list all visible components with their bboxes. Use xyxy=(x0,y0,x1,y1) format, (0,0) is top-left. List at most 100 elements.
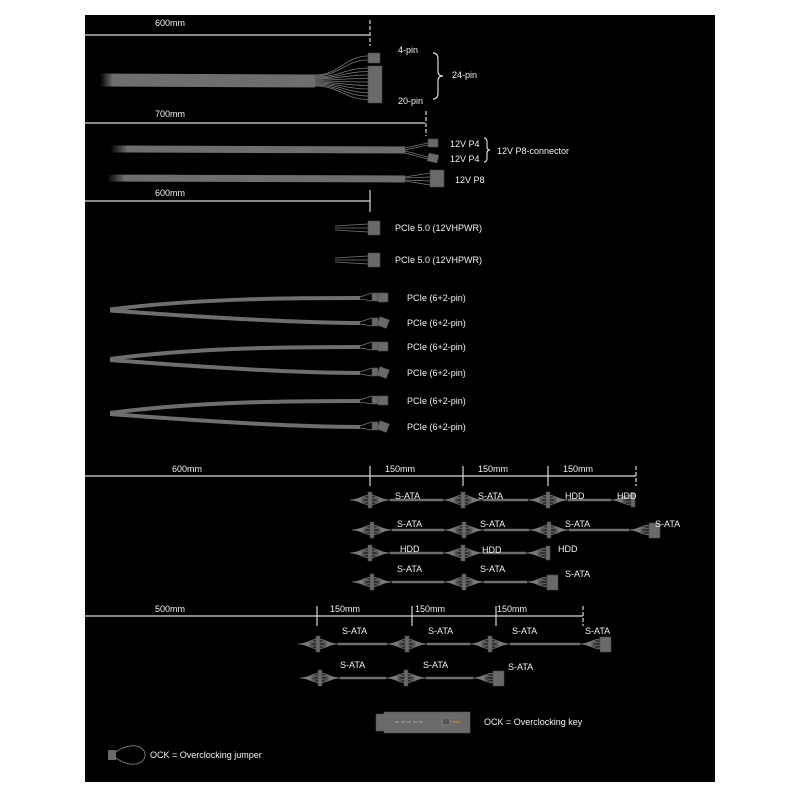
cable-wires xyxy=(442,494,484,506)
connector-inline xyxy=(461,573,467,591)
cable-wires xyxy=(469,638,511,650)
connector-6pin xyxy=(377,341,389,352)
connector-6pin xyxy=(376,420,390,433)
cable-wires xyxy=(349,494,391,506)
cable-wires xyxy=(404,142,429,160)
jumper-loop xyxy=(115,745,146,765)
overclocking-key xyxy=(375,711,471,734)
cable-sleeve xyxy=(106,174,406,183)
connector-label: S-ATA xyxy=(512,626,537,636)
connector-label: 12V P4 xyxy=(450,154,480,164)
cable-wires xyxy=(386,638,428,650)
connector-label: 12V P8 xyxy=(455,175,485,185)
connector-label: S-ATA xyxy=(340,660,365,670)
connector-inline xyxy=(461,521,467,539)
connector-label: S-ATA xyxy=(397,519,422,529)
overclocking-jumper xyxy=(108,750,116,760)
connector-label: S-ATA xyxy=(480,564,505,574)
connector-12v-p8 xyxy=(429,169,445,188)
connector-inline xyxy=(367,544,373,562)
connector-inline xyxy=(317,669,323,687)
pcie-cable xyxy=(109,399,361,415)
connector-inline xyxy=(460,491,466,509)
connector-label: S-ATA xyxy=(565,519,590,529)
diagram-panel xyxy=(85,15,715,782)
dimension-label: 150mm xyxy=(563,464,593,474)
connector-12vhpwr xyxy=(367,220,381,236)
pcie-cable xyxy=(109,296,361,312)
cable-wires xyxy=(359,341,373,351)
connector-12v-p4 xyxy=(426,152,440,164)
cable-wires xyxy=(579,638,601,650)
cable-wires xyxy=(610,494,632,506)
dimension-label: 600mm xyxy=(155,18,185,28)
connector-label: S-ATA xyxy=(655,519,680,529)
connector-inline xyxy=(487,635,493,653)
connector-label: S-ATA xyxy=(428,626,453,636)
pcie-cable xyxy=(109,345,361,361)
atx-24pin-cable-group: 600mm 4-pin 20-pin 24-pin xyxy=(85,18,477,106)
connector-label: S-ATA xyxy=(395,491,420,501)
connector-label: S-ATA xyxy=(342,626,367,636)
cable-wires xyxy=(525,547,547,559)
connector-label: S-ATA xyxy=(423,660,448,670)
cable-wires xyxy=(443,524,485,536)
cable-wires xyxy=(526,576,548,588)
connector-inline xyxy=(460,544,466,562)
cable-wires xyxy=(385,672,427,684)
cable-wires xyxy=(349,547,391,559)
cable-wires xyxy=(528,524,570,536)
cable-wires xyxy=(359,395,373,405)
cable-wires xyxy=(628,524,650,536)
group-label: 24-pin xyxy=(452,70,477,80)
connector-label: PCIe (6+2-pin) xyxy=(407,368,466,378)
pcie-cable-group: 600mm PCIe 5.0 (12VHPWR) PCIe 5.0 (12VHPW… xyxy=(85,188,482,433)
cable-wires xyxy=(297,638,339,650)
dimension-label: 150mm xyxy=(330,604,360,614)
connector-label: PCIe (6+2-pin) xyxy=(407,342,466,352)
connector-inline xyxy=(545,491,551,509)
connector-inline xyxy=(369,521,375,539)
connector-label: S-ATA xyxy=(508,662,533,672)
cable-wires xyxy=(334,223,369,233)
connector-12vhpwr xyxy=(367,252,381,268)
brace xyxy=(483,137,491,163)
dimension-label: 150mm xyxy=(415,604,445,614)
connector-molex xyxy=(630,492,636,508)
connector-label: 12V P4 xyxy=(450,139,480,149)
connector-inline xyxy=(369,573,375,591)
connector-sata xyxy=(599,636,612,653)
cable-wires xyxy=(359,317,373,327)
wire xyxy=(314,55,369,100)
ock-key-label: OCK = Overclocking key xyxy=(484,717,583,727)
connector-inline xyxy=(367,491,373,509)
connector-inline xyxy=(315,635,321,653)
cable-wires xyxy=(299,672,341,684)
connector-20pin xyxy=(367,65,383,104)
connector-2pin xyxy=(371,395,379,405)
cable-wires xyxy=(404,172,431,186)
connector-label: HDD xyxy=(565,491,585,501)
cable-wires xyxy=(351,576,393,588)
connector-sata xyxy=(492,670,505,687)
connector-label: 4-pin xyxy=(398,45,418,55)
dimension-label: 150mm xyxy=(478,464,508,474)
cable-wires xyxy=(359,421,373,431)
connector-label: HDD xyxy=(482,545,502,555)
connector-label: PCIe (6+2-pin) xyxy=(407,318,466,328)
connector-label: HDD xyxy=(400,544,420,554)
dimension-label: 600mm xyxy=(172,464,202,474)
cable-wires xyxy=(359,367,373,377)
cable-wires xyxy=(472,672,494,684)
ock-jumper-label: OCK = Overclocking jumper xyxy=(150,750,262,760)
cable-wires xyxy=(314,55,369,100)
connector-2pin xyxy=(371,292,379,302)
connector-2pin xyxy=(371,341,379,351)
ock-group: OCK = Overclocking key OCK = Overclockin… xyxy=(100,711,583,765)
pcie-cable xyxy=(109,308,361,325)
cable-wires xyxy=(351,524,393,536)
connector-label: HDD xyxy=(617,491,637,501)
group-label: 12V P8-connector xyxy=(497,146,569,156)
connector-label: HDD xyxy=(558,544,578,554)
